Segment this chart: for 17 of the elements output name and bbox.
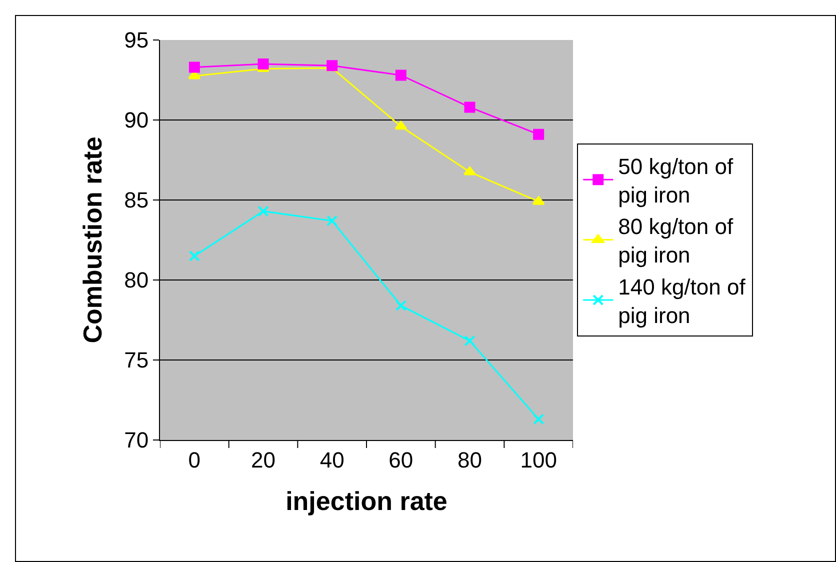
y-axis-title: Combustion rate <box>78 136 108 344</box>
y-tick-label: 75 <box>124 348 149 373</box>
x-tick-label: 80 <box>458 447 482 472</box>
legend-label: 50 kg/ton of pig iron <box>618 154 734 208</box>
legend-label: 140 kg/ton of pig iron <box>618 274 746 328</box>
x-axis-title: injection rate <box>286 486 448 516</box>
y-tick-label: 80 <box>124 268 149 293</box>
x-tick-label: 40 <box>320 447 344 472</box>
y-tick-label: 70 <box>124 428 149 453</box>
x-tick-label: 20 <box>251 447 276 472</box>
x-tick-label: 100 <box>520 447 557 472</box>
x-tick-label: 60 <box>388 447 414 472</box>
y-tick-label: 95 <box>124 28 149 53</box>
y-tick-label: 85 <box>124 188 149 213</box>
legend-label: 80 kg/ton of pig iron <box>618 214 734 268</box>
x-tick-label: 0 <box>188 447 201 472</box>
y-tick-label: 90 <box>124 108 149 133</box>
